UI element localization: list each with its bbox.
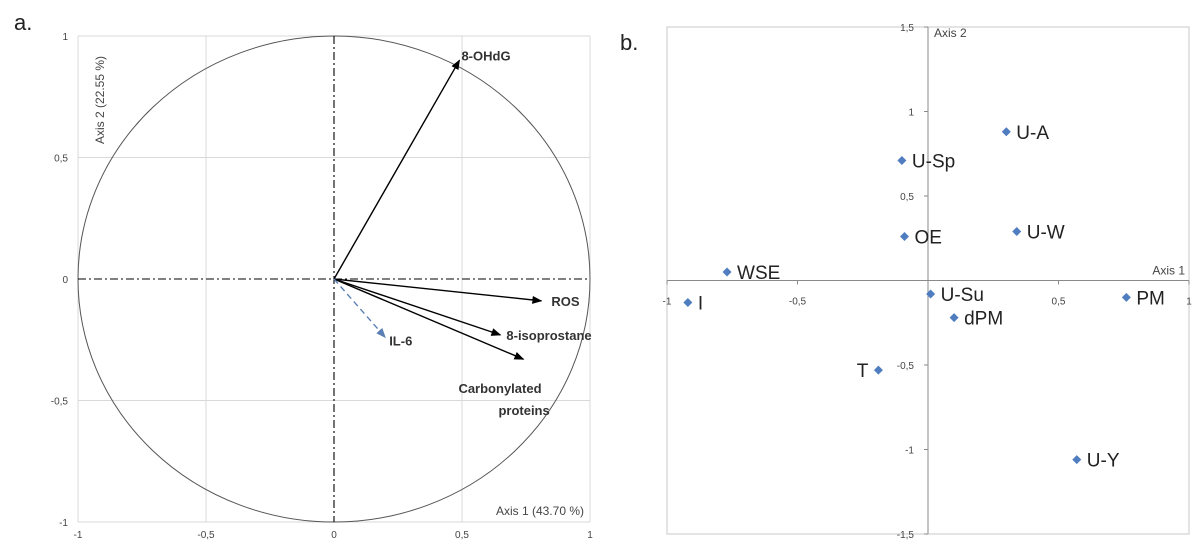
x-axis-title: Axis 1 (43.70 %) xyxy=(496,504,584,518)
point-marker-i xyxy=(683,297,693,307)
vector-label-carbonylated-proteins: Carbonylated xyxy=(458,381,541,396)
y-tick-label: -1 xyxy=(905,446,914,457)
vector-ros xyxy=(333,278,543,304)
y-tick-label: 0 xyxy=(62,275,68,286)
y-tick-label: 1 xyxy=(908,108,914,119)
point-label-u-w: U-W xyxy=(1027,222,1065,243)
point-marker-u-w xyxy=(1012,226,1022,236)
x-tick-label: -0,5 xyxy=(789,297,807,308)
pca-correlation-circle-chart: -1 -0,5 0 0,5 1 -1 -0,5 0 0,5 1 Axis 2 (22.55 %) Ax… xyxy=(51,32,593,541)
x-tick-label: -1 xyxy=(74,530,83,541)
x-axis-title: Axis 1 xyxy=(1152,264,1185,278)
vector-label-carbonylated-proteins: proteins xyxy=(498,403,549,418)
y-tick-label: -1,5 xyxy=(897,530,915,541)
x-tick-label: -1 xyxy=(663,297,672,308)
point-label-oe: OE xyxy=(915,228,942,249)
vector-label-8-isoprostane: 8-isoprostane xyxy=(506,328,591,343)
y-axis-title: Axis 2 xyxy=(934,26,967,40)
x-tick-label: 0,5 xyxy=(455,530,469,541)
y-tick-label: 0,5 xyxy=(900,192,914,203)
vector-label-8-ohdg: 8-OHdG xyxy=(461,48,510,63)
point-label-wse: WSE xyxy=(737,263,780,284)
point-label-u-su: U-Su xyxy=(941,285,984,306)
point-label-u-y: U-Y xyxy=(1087,451,1120,472)
y-tick-label: 1 xyxy=(62,32,68,43)
y-tick-label: 0,5 xyxy=(54,154,68,165)
point-marker-wse xyxy=(722,267,732,277)
vector-8-isoprostane xyxy=(333,278,502,336)
vector-il-6 xyxy=(333,278,386,339)
vector-label-il-6: IL-6 xyxy=(389,333,412,348)
y-tick-label: -0,5 xyxy=(51,397,69,408)
y-tick-label: 1,5 xyxy=(900,23,914,34)
point-label-u-a: U-A xyxy=(1016,123,1049,144)
y-axis-title: Axis 2 (22.55 %) xyxy=(93,56,107,144)
point-marker-t xyxy=(873,365,883,375)
point-marker-u-a xyxy=(1001,127,1011,137)
panel-b-label: b. xyxy=(620,30,639,55)
x-tick-label: -0,5 xyxy=(197,530,215,541)
point-marker-u-su xyxy=(926,289,936,299)
x-tick-label: 1 xyxy=(1186,297,1192,308)
point-label-t: T xyxy=(857,361,869,382)
y-tick-label: -1 xyxy=(59,518,68,529)
x-tick-label: 0 xyxy=(331,530,337,541)
point-marker-pm xyxy=(1121,292,1131,302)
vector-carbonylated-proteins xyxy=(333,278,525,360)
point-label-u-sp: U-Sp xyxy=(912,152,955,173)
vector-8-ohdg xyxy=(333,59,461,280)
panel-a-label: a. xyxy=(14,10,33,35)
point-label-dpm: dPM xyxy=(964,309,1003,330)
vector-label-ros: ROS xyxy=(551,294,580,309)
point-label-pm: PM xyxy=(1136,288,1165,309)
point-marker-u-sp xyxy=(897,156,907,166)
x-tick-label: 1 xyxy=(587,530,593,541)
x-tick-label: 0,5 xyxy=(1052,297,1066,308)
point-marker-dpm xyxy=(949,313,959,323)
y-tick-label: -0,5 xyxy=(897,361,915,372)
point-label-i: I xyxy=(698,293,703,314)
point-marker-u-y xyxy=(1072,455,1082,465)
point-marker-oe xyxy=(900,232,910,242)
